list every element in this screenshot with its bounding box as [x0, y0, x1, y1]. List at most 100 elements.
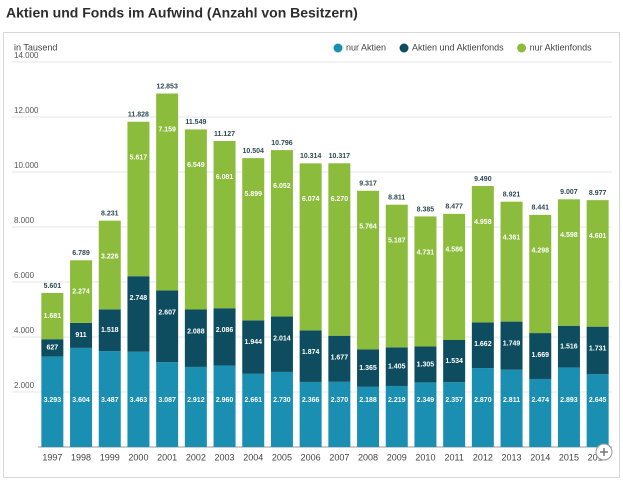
total-label: 11.549: [185, 119, 206, 126]
total-label: 10.504: [243, 148, 265, 155]
bar-segment: [156, 362, 179, 447]
total-label: 8.811: [388, 195, 405, 202]
bar-segment: [299, 330, 322, 382]
value-label: 1.405: [388, 364, 406, 371]
bar-segment: [328, 381, 351, 447]
zoom-plus[interactable]: [600, 448, 608, 456]
value-label: 1.534: [445, 358, 463, 365]
value-label: 2.349: [417, 397, 435, 404]
bar-segment: [98, 309, 121, 352]
x-tick-label: 2009: [387, 452, 407, 462]
x-tick-label: 2008: [358, 452, 378, 462]
bar-segment: [299, 163, 322, 331]
y-tick-label: 2.000: [14, 381, 35, 390]
bar-segment: [98, 220, 121, 310]
value-label: 3.293: [44, 397, 62, 404]
total-label: 8.231: [101, 210, 119, 217]
x-tick-label: 2002: [186, 452, 206, 462]
value-label: 2.645: [589, 397, 607, 404]
total-label: 8.977: [589, 190, 607, 197]
legend-label: Aktien und Aktienfonds: [412, 42, 504, 52]
bar-segment: [557, 325, 580, 368]
value-label: 1.944: [244, 339, 262, 346]
legend-swatch: [333, 43, 343, 53]
total-label: 12.853: [156, 83, 178, 90]
value-label: 1.305: [417, 361, 435, 368]
bar-segment: [471, 368, 494, 447]
value-label: 2.370: [331, 397, 349, 404]
chart-frame: [3, 32, 620, 478]
total-label: 10.317: [329, 153, 351, 160]
value-label: 4.586: [445, 247, 463, 254]
value-label: 1.365: [359, 365, 377, 372]
x-tick-label: 2000: [128, 452, 148, 462]
bar-segment: [586, 200, 609, 327]
value-label: 4.598: [560, 232, 578, 239]
y-tick-label: 6.000: [14, 271, 35, 280]
bar-segment: [184, 309, 207, 367]
legend-label: nur Aktienfonds: [530, 42, 593, 52]
x-tick-label: 1999: [100, 452, 120, 462]
bar-segment: [443, 339, 466, 383]
value-label: 5.899: [244, 191, 262, 198]
value-label: 3.463: [130, 397, 148, 404]
value-label: 1.518: [101, 327, 119, 334]
bar-segment: [213, 365, 236, 447]
value-label: 2.960: [216, 397, 234, 404]
x-tick-label: 2010: [415, 452, 435, 462]
total-label: 8.477: [445, 204, 463, 211]
x-tick-label: 2015: [559, 452, 579, 462]
value-label: 1.874: [302, 349, 320, 356]
bar-segment: [471, 322, 494, 369]
bar-segment: [270, 150, 293, 317]
bar-segment: [529, 214, 552, 334]
x-tick-label: 2006: [301, 452, 321, 462]
bar-segment: [184, 129, 207, 310]
value-label: 1.749: [503, 340, 521, 347]
x-tick-label: 2014: [530, 452, 550, 462]
bar-segment: [213, 308, 236, 366]
value-label: 2.086: [216, 327, 234, 334]
bar-segment: [127, 351, 150, 447]
value-label: 2.014: [273, 335, 291, 342]
value-label: 4.601: [589, 233, 607, 240]
value-label: 6.074: [302, 196, 320, 203]
bar-segment: [500, 201, 523, 322]
bar-segment: [414, 216, 437, 347]
value-label: 1.669: [531, 352, 549, 359]
value-label: 6.052: [273, 183, 291, 190]
x-tick-label: 2001: [157, 452, 177, 462]
bar-segment: [184, 366, 207, 447]
total-label: 11.127: [214, 131, 235, 138]
bar-segment: [414, 346, 437, 383]
bar-segment: [586, 326, 609, 375]
bar-segment: [328, 163, 351, 336]
y-axis-label: in Tausend: [14, 42, 57, 52]
bar-segment: [328, 335, 351, 382]
bar-segment: [500, 369, 523, 447]
value-label: 1.731: [589, 346, 607, 353]
value-label: 3.226: [101, 253, 119, 260]
value-label: 627: [47, 345, 59, 352]
value-label: 2.730: [273, 397, 291, 404]
bar-segment: [529, 378, 552, 447]
bar-segment: [242, 320, 265, 374]
x-tick-label: 2011: [444, 452, 463, 462]
x-tick-label: 1997: [42, 452, 62, 462]
value-label: 3.604: [72, 397, 90, 404]
bar-segment: [357, 190, 380, 350]
bar-segment: [357, 386, 380, 447]
value-label: 2.188: [359, 397, 377, 404]
value-label: 2.366: [302, 397, 320, 404]
value-label: 4.958: [474, 219, 492, 226]
y-tick-label: 8.000: [14, 216, 35, 225]
value-label: 3.487: [101, 397, 119, 404]
legend-label: nur Aktien: [346, 42, 386, 52]
bar-segment: [500, 321, 523, 370]
bar-segment: [557, 199, 580, 326]
bar-segment: [213, 141, 236, 309]
bar-segment: [385, 204, 408, 348]
total-label: 8.385: [417, 206, 435, 213]
zoom-icon[interactable]: [595, 443, 613, 461]
